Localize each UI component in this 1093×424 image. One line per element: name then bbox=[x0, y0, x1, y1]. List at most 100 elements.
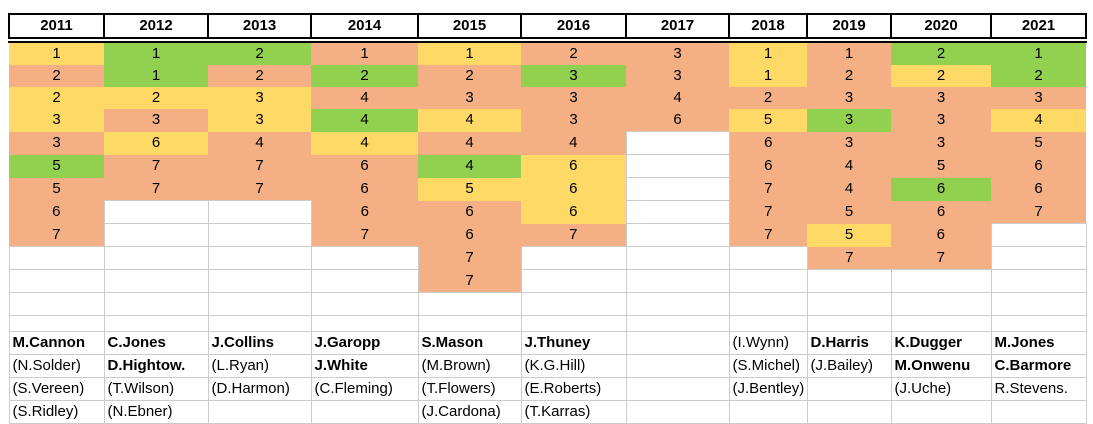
rank-cell-2019-row8[interactable]: 5 bbox=[807, 200, 891, 224]
rank-cell-2018-row3[interactable]: 2 bbox=[729, 87, 807, 109]
rank-cell-2014-row11[interactable] bbox=[310, 269, 419, 293]
player-cell-2018-4[interactable] bbox=[728, 400, 808, 424]
rank-cell-2017-row10[interactable] bbox=[625, 246, 730, 270]
player-cell-2012-4[interactable]: (N.Ebner) bbox=[103, 400, 209, 424]
rank-cell-2021-row9[interactable] bbox=[990, 223, 1087, 247]
rank-cell-2019-row6[interactable]: 4 bbox=[807, 154, 891, 178]
rank-cell-2012-row2[interactable]: 1 bbox=[104, 65, 208, 87]
player-cell-2013-4[interactable] bbox=[207, 400, 312, 424]
rank-cell-2020-row3[interactable]: 3 bbox=[891, 87, 991, 109]
player-cell-2013-2[interactable]: (L.Ryan) bbox=[207, 354, 312, 378]
rank-cell-2013-row8[interactable] bbox=[207, 200, 312, 224]
rank-cell-2021-row11[interactable] bbox=[990, 269, 1087, 293]
player-cell-2021-1[interactable]: M.Jones bbox=[990, 331, 1087, 355]
rank-cell-2014-row9[interactable]: 7 bbox=[311, 223, 418, 247]
rank-cell-2016-row2[interactable]: 3 bbox=[521, 65, 626, 87]
rank-cell-2015-row6[interactable]: 4 bbox=[418, 154, 521, 178]
rank-cell-2016-row11[interactable] bbox=[520, 269, 627, 293]
rank-cell-2014-row5[interactable]: 4 bbox=[311, 131, 418, 155]
rank-cell-2011-row8[interactable]: 6 bbox=[9, 200, 104, 224]
rank-cell-2013-row10[interactable] bbox=[207, 246, 312, 270]
player-cell-2011-4[interactable]: (S.Ridley) bbox=[8, 400, 105, 424]
blank-cell-2013-1[interactable] bbox=[207, 292, 312, 316]
rank-cell-2017-row4[interactable]: 6 bbox=[626, 109, 729, 132]
player-cell-2015-3[interactable]: (T.Flowers) bbox=[417, 377, 522, 401]
player-cell-2019-4[interactable] bbox=[806, 400, 892, 424]
player-cell-2015-1[interactable]: S.Mason bbox=[417, 331, 522, 355]
rank-cell-2017-row7[interactable] bbox=[625, 177, 730, 201]
rank-cell-2016-row6[interactable]: 6 bbox=[521, 154, 626, 178]
player-cell-2021-3[interactable]: R.Stevens. bbox=[990, 377, 1087, 401]
year-header-2011[interactable]: 2011 bbox=[8, 13, 105, 43]
blank-cell-2020-1[interactable] bbox=[890, 292, 992, 316]
rank-cell-2020-row9[interactable]: 6 bbox=[891, 223, 991, 247]
rank-cell-2013-row4[interactable]: 3 bbox=[208, 109, 311, 132]
rank-cell-2011-row6[interactable]: 5 bbox=[9, 154, 104, 178]
player-cell-2011-2[interactable]: (N.Solder) bbox=[8, 354, 105, 378]
rank-cell-2013-row6[interactable]: 7 bbox=[208, 154, 311, 178]
player-cell-2014-3[interactable]: (C.Fleming) bbox=[310, 377, 419, 401]
year-header-2012[interactable]: 2012 bbox=[103, 13, 209, 43]
blank-cell-2016-2[interactable] bbox=[520, 315, 627, 332]
rank-cell-2015-row10[interactable]: 7 bbox=[418, 246, 521, 270]
player-cell-2021-4[interactable] bbox=[990, 400, 1087, 424]
player-cell-2019-3[interactable] bbox=[806, 377, 892, 401]
rank-cell-2021-row1[interactable]: 1 bbox=[991, 40, 1086, 65]
rank-cell-2012-row11[interactable] bbox=[103, 269, 209, 293]
rank-cell-2016-row10[interactable] bbox=[520, 246, 627, 270]
rank-cell-2012-row10[interactable] bbox=[103, 246, 209, 270]
blank-cell-2014-1[interactable] bbox=[310, 292, 419, 316]
rank-cell-2018-row1[interactable]: 1 bbox=[729, 40, 807, 65]
rank-cell-2014-row7[interactable]: 6 bbox=[311, 177, 418, 201]
rank-cell-2012-row8[interactable] bbox=[103, 200, 209, 224]
blank-cell-2019-2[interactable] bbox=[806, 315, 892, 332]
rank-cell-2011-row11[interactable] bbox=[8, 269, 105, 293]
rank-cell-2015-row3[interactable]: 3 bbox=[418, 87, 521, 109]
rank-cell-2014-row8[interactable]: 6 bbox=[311, 200, 418, 224]
blank-cell-2011-2[interactable] bbox=[8, 315, 105, 332]
player-cell-2014-4[interactable] bbox=[310, 400, 419, 424]
blank-cell-2021-2[interactable] bbox=[990, 315, 1087, 332]
player-cell-2012-2[interactable]: D.Hightow. bbox=[103, 354, 209, 378]
player-cell-2019-2[interactable]: (J.Bailey) bbox=[806, 354, 892, 378]
year-header-2018[interactable]: 2018 bbox=[728, 13, 808, 43]
rank-cell-2015-row5[interactable]: 4 bbox=[418, 131, 521, 155]
rank-cell-2020-row7[interactable]: 6 bbox=[891, 177, 991, 201]
player-cell-2016-3[interactable]: (E.Roberts) bbox=[520, 377, 627, 401]
rank-cell-2017-row8[interactable] bbox=[625, 200, 730, 224]
blank-cell-2019-1[interactable] bbox=[806, 292, 892, 316]
rank-cell-2021-row4[interactable]: 4 bbox=[991, 109, 1086, 132]
player-cell-2017-2[interactable] bbox=[625, 354, 730, 378]
rank-cell-2013-row7[interactable]: 7 bbox=[208, 177, 311, 201]
blank-cell-2012-2[interactable] bbox=[103, 315, 209, 332]
rank-cell-2019-row5[interactable]: 3 bbox=[807, 131, 891, 155]
player-cell-2012-1[interactable]: C.Jones bbox=[103, 331, 209, 355]
player-cell-2016-4[interactable]: (T.Karras) bbox=[520, 400, 627, 424]
rank-cell-2020-row11[interactable] bbox=[890, 269, 992, 293]
rank-cell-2021-row2[interactable]: 2 bbox=[991, 65, 1086, 87]
player-cell-2019-1[interactable]: D.Harris bbox=[806, 331, 892, 355]
rank-cell-2017-row3[interactable]: 4 bbox=[626, 87, 729, 109]
rank-cell-2021-row6[interactable]: 6 bbox=[991, 154, 1086, 178]
year-header-2019[interactable]: 2019 bbox=[806, 13, 892, 43]
player-cell-2020-2[interactable]: M.Onwenu bbox=[890, 354, 992, 378]
player-cell-2014-2[interactable]: J.White bbox=[310, 354, 419, 378]
player-cell-2018-1[interactable]: (I.Wynn) bbox=[728, 331, 808, 355]
rank-cell-2021-row5[interactable]: 5 bbox=[991, 131, 1086, 155]
rank-cell-2014-row4[interactable]: 4 bbox=[311, 109, 418, 132]
rank-cell-2021-row7[interactable]: 6 bbox=[991, 177, 1086, 201]
rank-cell-2019-row10[interactable]: 7 bbox=[807, 246, 891, 270]
rank-cell-2021-row3[interactable]: 3 bbox=[991, 87, 1086, 109]
player-cell-2021-2[interactable]: C.Barmore bbox=[990, 354, 1087, 378]
year-header-2016[interactable]: 2016 bbox=[520, 13, 627, 43]
rank-cell-2021-row10[interactable] bbox=[990, 246, 1087, 270]
rank-cell-2019-row1[interactable]: 1 bbox=[807, 40, 891, 65]
rank-cell-2015-row4[interactable]: 4 bbox=[418, 109, 521, 132]
rank-cell-2016-row8[interactable]: 6 bbox=[521, 200, 626, 224]
rank-cell-2016-row4[interactable]: 3 bbox=[521, 109, 626, 132]
rank-cell-2016-row1[interactable]: 2 bbox=[521, 40, 626, 65]
year-header-2014[interactable]: 2014 bbox=[310, 13, 419, 43]
rank-cell-2015-row7[interactable]: 5 bbox=[418, 177, 521, 201]
rank-cell-2012-row4[interactable]: 3 bbox=[104, 109, 208, 132]
player-cell-2017-4[interactable] bbox=[625, 400, 730, 424]
